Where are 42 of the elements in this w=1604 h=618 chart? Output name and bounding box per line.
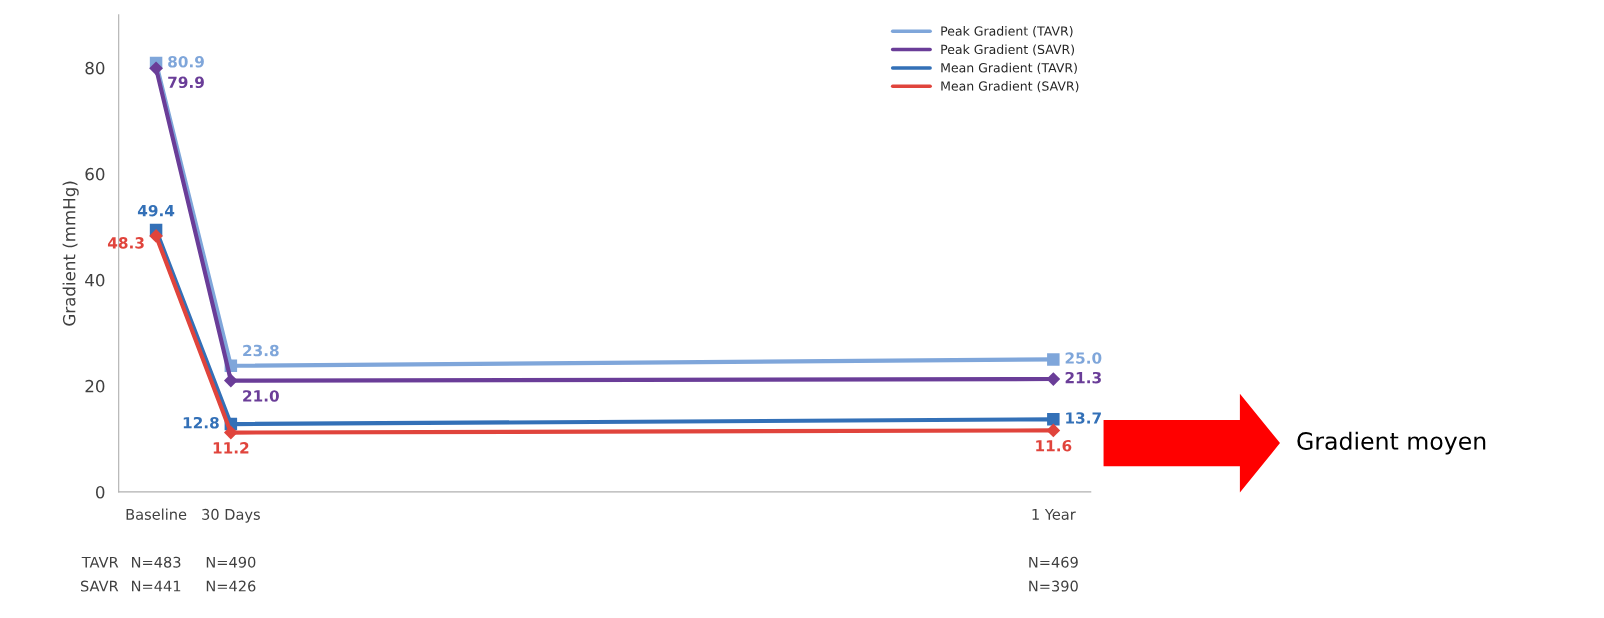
data-label: 23.8 bbox=[243, 344, 279, 357]
legend-label: Mean Gradient (SAVR) bbox=[941, 81, 1079, 93]
text: N=441 bbox=[132, 580, 181, 592]
point bbox=[1047, 353, 1060, 366]
data-label: 12.8 bbox=[183, 416, 219, 429]
y-tick-label: 20 bbox=[85, 379, 105, 393]
legend-label: Mean Gradient (TAVR) bbox=[941, 62, 1077, 74]
point bbox=[149, 61, 163, 76]
legend-label: Peak Gradient (SAVR) bbox=[941, 44, 1075, 56]
y-tick-label: 0 bbox=[96, 485, 105, 499]
y-axis-title: Gradient (mmHg) bbox=[62, 181, 79, 326]
point bbox=[223, 425, 238, 440]
point bbox=[223, 373, 238, 388]
text: N=490 bbox=[206, 556, 256, 568]
y-tick-label: 80 bbox=[85, 61, 105, 75]
data-label: 11.2 bbox=[213, 442, 249, 454]
text: N=426 bbox=[206, 580, 256, 592]
data-label: 21.3 bbox=[1065, 371, 1101, 384]
x-tick-label: 30 Days bbox=[202, 508, 260, 523]
text: N=390 bbox=[1029, 580, 1078, 592]
point bbox=[1046, 372, 1061, 386]
data-label: 25.0 bbox=[1065, 352, 1102, 364]
y-tick-label: 60 bbox=[85, 167, 105, 181]
point bbox=[1046, 423, 1061, 438]
data-label: 13.7 bbox=[1066, 412, 1101, 424]
data-label: 11.6 bbox=[1036, 439, 1072, 452]
x-tick-label: Baseline bbox=[126, 508, 187, 520]
point bbox=[1047, 413, 1060, 426]
data-label: 49.4 bbox=[137, 204, 175, 217]
text: TAVR bbox=[81, 556, 119, 568]
x-tick-label: 1 Year bbox=[1032, 509, 1076, 520]
y-tick-label: 40 bbox=[85, 273, 105, 287]
data-label: 21.0 bbox=[243, 390, 279, 402]
data-label: 79.9 bbox=[168, 76, 204, 89]
data-label: 80.9 bbox=[168, 55, 204, 68]
point bbox=[149, 229, 163, 243]
data-label: 48.3 bbox=[107, 237, 144, 249]
text: N=483 bbox=[132, 556, 181, 568]
text: Gradient moyen bbox=[1297, 431, 1486, 455]
legend-label: Peak Gradient (TAVR) bbox=[941, 26, 1073, 38]
text: SAVR bbox=[80, 580, 119, 592]
text: N=469 bbox=[1029, 556, 1078, 568]
